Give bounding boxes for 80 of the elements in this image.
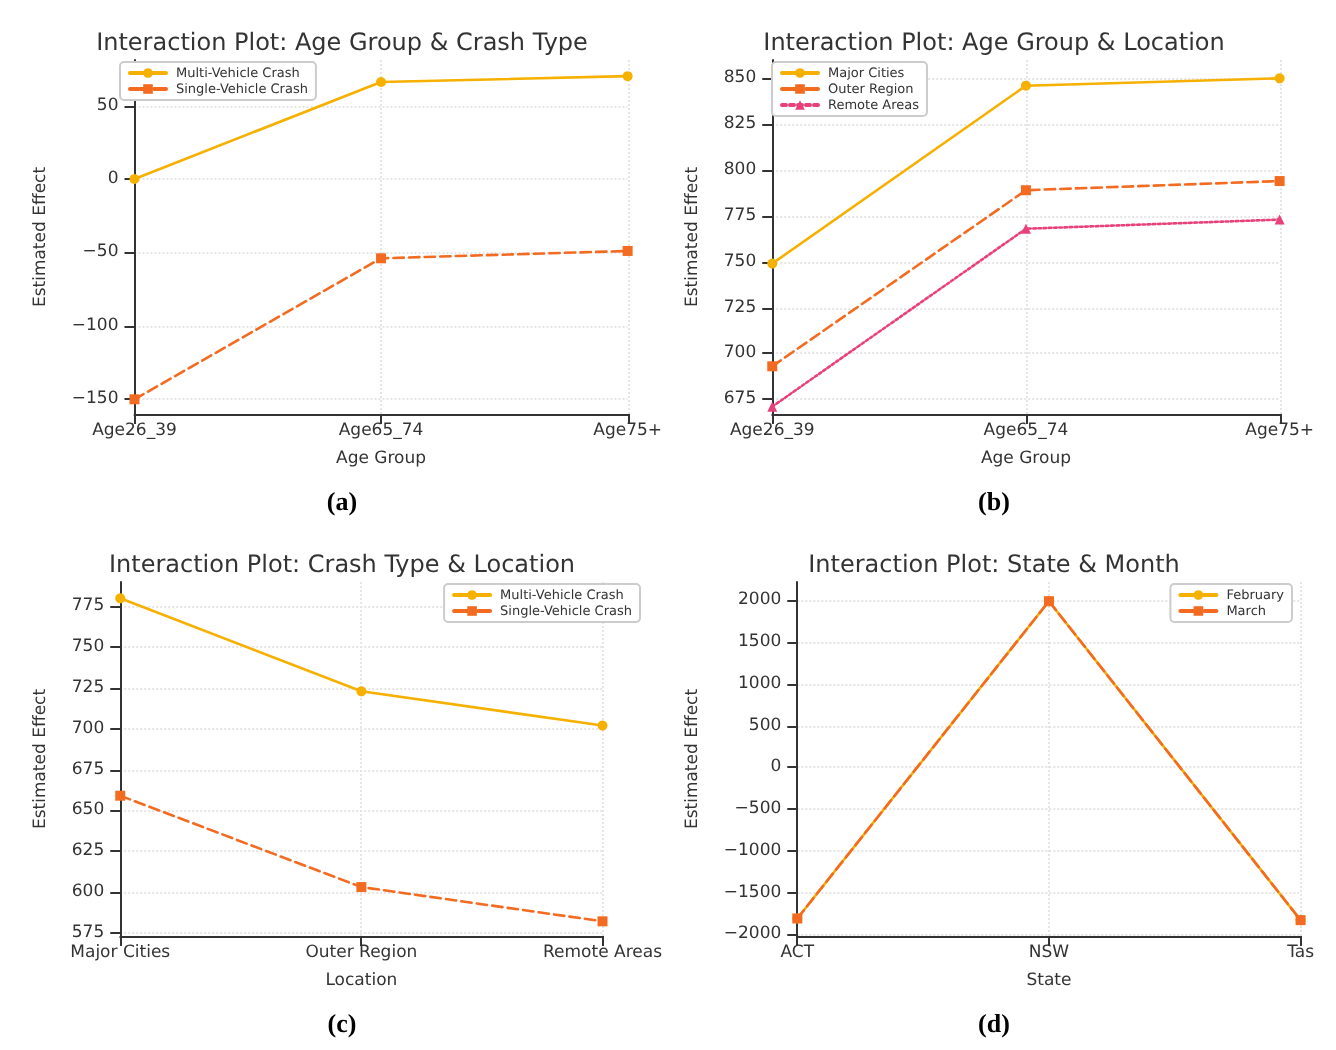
x-tick-label: Major Cities <box>70 943 172 963</box>
point <box>767 258 778 269</box>
chart-title: Interaction Plot: State & Month <box>808 550 1180 578</box>
point <box>597 720 608 731</box>
y-tick-label: 600 <box>71 881 105 902</box>
x-tick-label: Age75+ <box>593 421 663 441</box>
point <box>622 245 633 256</box>
y-tick-label: 675 <box>723 389 757 410</box>
y-tick-label: 825 <box>723 114 757 135</box>
point <box>376 77 387 88</box>
y-tick-label: −50 <box>82 242 119 263</box>
y-axis-title: Estimated Effect <box>683 165 703 308</box>
point <box>376 253 387 264</box>
y-axis-title: Estimated Effect <box>31 165 51 308</box>
point <box>356 882 367 893</box>
point <box>1020 185 1031 196</box>
point <box>622 71 633 82</box>
y-axis-title: Estimated Effect <box>31 687 51 830</box>
y-tick-label: 700 <box>723 343 757 364</box>
y-tick-label: 850 <box>723 68 757 89</box>
y-tick-label: 700 <box>71 718 105 739</box>
y-tick-label: 50 <box>96 95 119 116</box>
x-axis-title: Age Group <box>980 448 1071 469</box>
chart-title: Interaction Plot: Age Group & Crash Type <box>96 28 588 56</box>
point <box>115 790 126 801</box>
text: (a) <box>326 486 358 516</box>
y-tick-label: 0 <box>770 757 782 778</box>
y-tick-label: 775 <box>71 596 105 617</box>
point <box>1274 73 1285 84</box>
y-tick-label: 725 <box>71 678 105 699</box>
y-tick-label: 675 <box>71 759 105 780</box>
y-tick-label: −500 <box>734 799 782 820</box>
x-tick-label: NSW <box>1028 943 1071 963</box>
text: (c) <box>327 1008 357 1038</box>
point <box>1020 223 1031 234</box>
y-tick-label: 800 <box>723 160 757 181</box>
y-tick-label: 725 <box>723 297 757 318</box>
text: (d) <box>978 1008 1010 1038</box>
chart-title: Interaction Plot: Age Group & Location <box>763 28 1225 56</box>
y-tick-label: 650 <box>71 800 105 821</box>
point <box>767 401 778 412</box>
y-tick-label: 1000 <box>738 673 782 694</box>
y-tick-label: 775 <box>723 205 757 226</box>
x-tick-label: Tas <box>1285 943 1316 963</box>
x-axis-title: State <box>1026 970 1072 991</box>
x-tick-label: Outer Region <box>305 943 418 963</box>
chart-title: Interaction Plot: Crash Type & Location <box>108 550 576 578</box>
y-axis-title: Estimated Effect <box>683 687 703 830</box>
x-tick-label: Age26_39 <box>729 421 815 441</box>
y-tick-label: −1000 <box>723 840 782 861</box>
y-tick-label: 2000 <box>738 590 782 611</box>
point <box>129 173 140 184</box>
y-tick-label: 750 <box>71 637 105 658</box>
y-tick-label: −2000 <box>723 924 782 945</box>
point <box>1020 80 1031 91</box>
point <box>1274 214 1285 225</box>
x-tick-label: Age65_74 <box>983 421 1069 441</box>
x-axis-title: Age Group <box>336 448 427 469</box>
x-axis-title: Location <box>325 970 398 991</box>
point <box>115 593 126 604</box>
x-tick-label: Age65_74 <box>338 421 424 441</box>
point <box>1274 176 1285 187</box>
point <box>597 916 608 927</box>
x-tick-label: ACT <box>780 943 816 963</box>
y-tick-label: −150 <box>71 389 119 410</box>
x-tick-label: Remote Areas <box>543 943 664 963</box>
y-tick-label: 500 <box>748 715 782 736</box>
y-tick-label: −100 <box>71 315 119 336</box>
point <box>767 361 778 372</box>
point <box>356 686 367 697</box>
y-tick-label: 575 <box>71 922 105 943</box>
y-tick-label: 625 <box>71 841 105 862</box>
text: (b) <box>978 486 1010 516</box>
y-tick-label: 0 <box>107 168 119 189</box>
y-tick-label: −1500 <box>723 882 782 903</box>
y-tick-label: 750 <box>723 251 757 272</box>
x-tick-label: Age26_39 <box>92 421 177 441</box>
point <box>129 394 140 405</box>
x-tick-label: Age75+ <box>1245 421 1315 441</box>
y-tick-label: 1500 <box>738 632 782 653</box>
